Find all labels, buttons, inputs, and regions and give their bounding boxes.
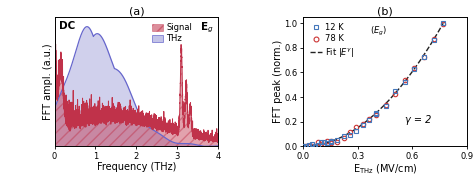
Legend: 12 K, 78 K, Fit $|\mathit{E}^\gamma|$: 12 K, 78 K, Fit $|\mathit{E}^\gamma|$ — [309, 23, 355, 59]
Text: γ = 2: γ = 2 — [405, 115, 431, 125]
X-axis label: E$_{\rm THz}$ (MV/cm): E$_{\rm THz}$ (MV/cm) — [353, 162, 417, 176]
Text: DC: DC — [59, 21, 76, 31]
Y-axis label: FFT peak (norm.): FFT peak (norm.) — [273, 40, 283, 123]
Title: (a): (a) — [128, 6, 144, 16]
X-axis label: Frequency (THz): Frequency (THz) — [97, 162, 176, 172]
Text: ($E_g$): ($E_g$) — [370, 25, 387, 38]
Y-axis label: FFT ampl. (a.u.): FFT ampl. (a.u.) — [43, 43, 53, 120]
Text: E$_g$: E$_g$ — [200, 21, 213, 35]
Title: (b): (b) — [377, 6, 393, 16]
Legend: Signal, THz: Signal, THz — [151, 23, 193, 44]
